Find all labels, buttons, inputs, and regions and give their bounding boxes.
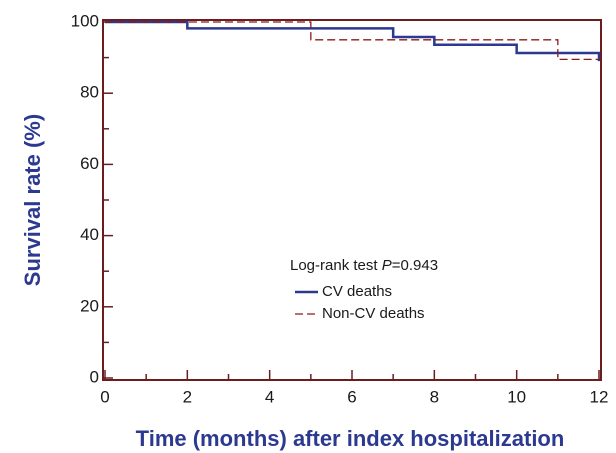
x-tick-label: 4 — [265, 387, 274, 406]
y-tick-label: 40 — [80, 225, 99, 244]
x-tick-label: 10 — [507, 387, 526, 406]
plot-frame — [102, 19, 602, 381]
x-axis-title: Time (months) after index hospitalizatio… — [136, 426, 565, 451]
x-tick-label: 12 — [590, 387, 609, 406]
x-tick-label: 2 — [183, 387, 192, 406]
y-tick-label: 60 — [80, 154, 99, 173]
annotation: Log-rank test P=0.943 — [290, 257, 438, 274]
annotation-text: Log-rank test — [290, 257, 382, 274]
legend-label: Non-CV deaths — [322, 305, 425, 322]
annotation-italic: P — [382, 257, 392, 274]
y-tick-label: 20 — [80, 296, 99, 315]
y-tick-label: 80 — [80, 83, 99, 102]
y-tick-label: 0 — [90, 367, 99, 386]
y-tick-label: 100 — [71, 11, 99, 30]
survival-curve — [105, 20, 601, 62]
y-axis-title: Survival rate (%) — [20, 114, 45, 286]
x-tick-label: 8 — [430, 387, 439, 406]
survival-curve — [105, 21, 599, 61]
annotation-value: =0.943 — [392, 257, 438, 274]
x-tick-label: 0 — [100, 387, 109, 406]
legend-label: CV deaths — [322, 283, 392, 300]
x-tick-label: 6 — [347, 387, 356, 406]
